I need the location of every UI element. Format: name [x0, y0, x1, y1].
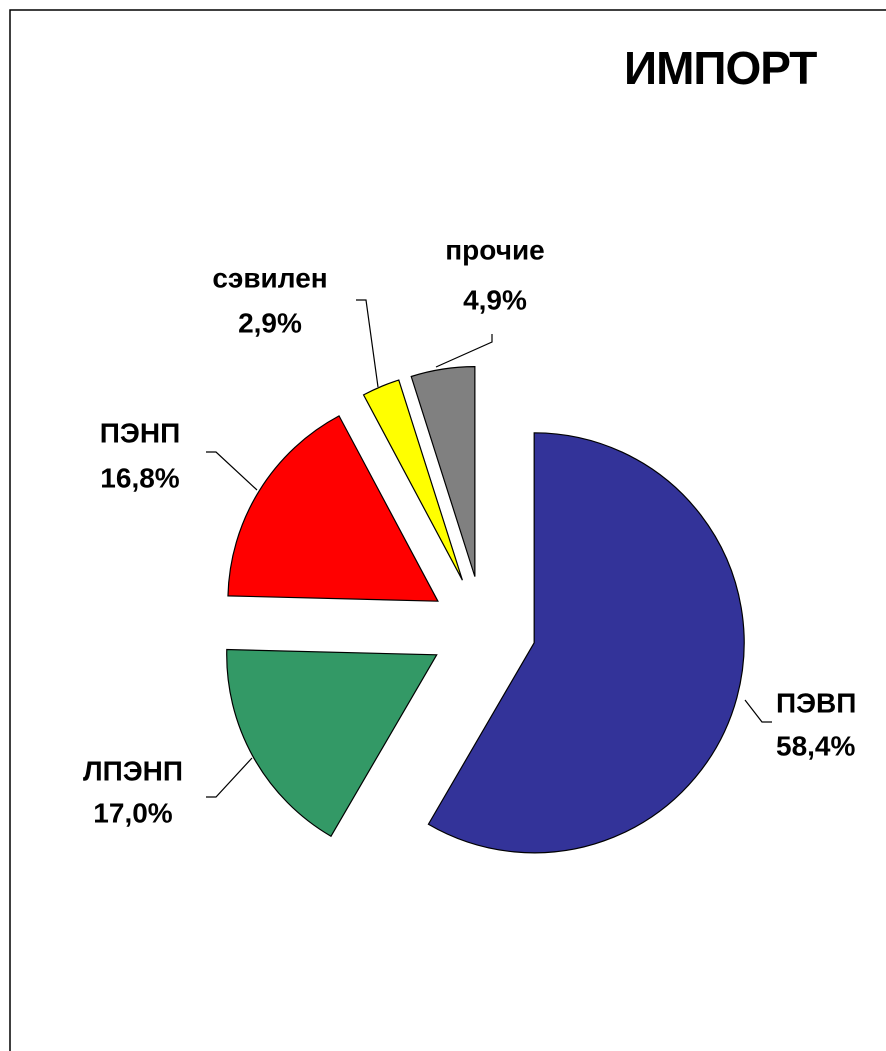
slice-label: прочие — [445, 234, 544, 265]
slice-value-label: 17,0% — [93, 797, 172, 828]
chart-frame — [9, 9, 886, 1051]
leader-line — [435, 334, 493, 368]
pie-slice — [227, 415, 439, 602]
slice-label: ПЭНП — [100, 417, 180, 448]
chart-title: ИМПОРТ — [624, 42, 817, 94]
slice-value-label: 2,9% — [238, 307, 302, 338]
pie-slice — [226, 648, 438, 838]
leader-line — [206, 451, 258, 491]
pie-slice — [410, 366, 476, 577]
slice-value-label: 4,9% — [463, 284, 527, 315]
slice-value-label: 58,4% — [776, 730, 855, 761]
slice-value-label: 16,8% — [100, 462, 179, 493]
pie-slice — [362, 379, 463, 581]
slice-label: сэвилен — [212, 262, 327, 293]
pie-slice — [427, 432, 745, 854]
slice-label: ПЭВП — [776, 687, 856, 718]
leader-line — [356, 299, 379, 388]
leader-line — [744, 699, 772, 723]
leader-line — [206, 757, 253, 798]
slice-label: ЛПЭНП — [83, 755, 183, 786]
